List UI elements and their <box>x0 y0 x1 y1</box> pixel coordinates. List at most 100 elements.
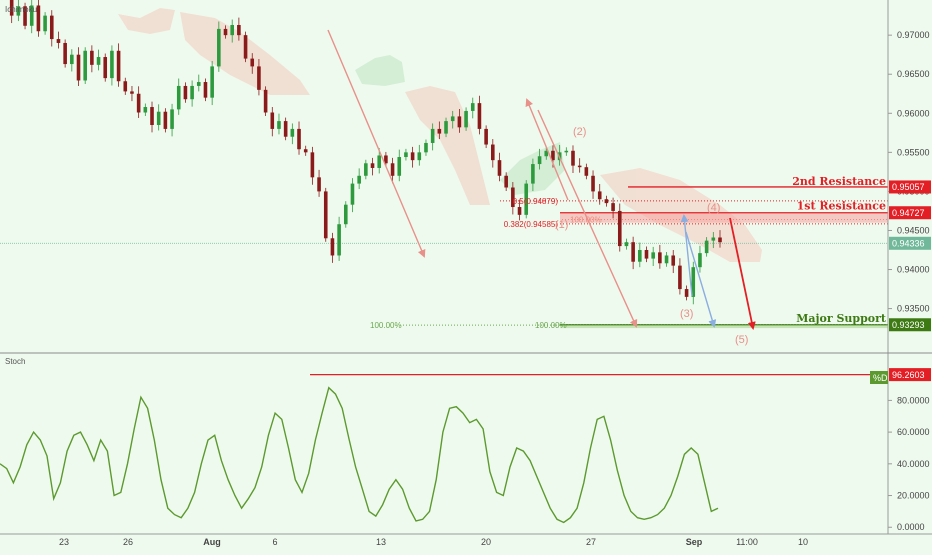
stoch-tick-label: 60.0000 <box>897 427 930 437</box>
candle-body <box>303 149 308 153</box>
fib-100-label-c: 100.00% <box>535 321 567 330</box>
candle-body <box>9 0 14 16</box>
candle-body <box>497 160 502 176</box>
fib-05-label: 0.5(0.94879) <box>513 197 559 206</box>
candle-body <box>684 289 689 297</box>
candle-body <box>237 25 241 36</box>
candle-body <box>597 191 602 200</box>
candle-body <box>49 15 54 40</box>
candle-body <box>130 91 134 94</box>
candle-body <box>317 177 321 192</box>
stoch-indicator-label: Stoch <box>5 357 25 366</box>
price-tick-label: 0.93500 <box>897 304 930 314</box>
candle-body <box>370 163 375 168</box>
candle-body <box>310 152 315 178</box>
candle-body <box>644 250 649 259</box>
candle-body <box>183 85 188 100</box>
candle-body <box>136 93 141 113</box>
candle-body <box>83 50 87 81</box>
candle-body <box>156 111 161 125</box>
candle-body <box>430 128 435 143</box>
arrow-forecast <box>729 217 756 330</box>
candle-body <box>658 252 662 264</box>
candle-body <box>337 224 341 256</box>
candle-body <box>651 252 655 259</box>
arrow-impulse-2 <box>537 109 638 328</box>
candle-body <box>357 175 361 184</box>
wave-label-5: (5) <box>735 334 748 346</box>
resistance-2-label: 2nd Resistance <box>792 175 886 188</box>
time-tick-label: 26 <box>123 537 133 547</box>
stoch-high-tag: 96.2603 <box>889 368 931 382</box>
candle-body <box>16 6 21 16</box>
candle-body <box>551 150 555 161</box>
candle-body <box>617 210 622 247</box>
candle-body <box>123 81 128 92</box>
candle-body <box>491 144 495 161</box>
candle-body <box>424 142 428 153</box>
candle-body <box>718 237 722 243</box>
time-tick-label: 10 <box>798 537 808 547</box>
candle-body <box>56 39 61 43</box>
candle-body <box>150 107 154 125</box>
candle-body <box>350 183 355 205</box>
cloud-bearish-3 <box>405 86 490 205</box>
wave-label-1: (1) <box>555 219 568 231</box>
candle-body <box>517 207 522 215</box>
candle-body <box>437 128 442 134</box>
candle-body <box>243 35 248 59</box>
svg-text:0.94727: 0.94727 <box>892 208 925 218</box>
candle-body <box>484 128 488 145</box>
arrow-blue-up <box>680 214 693 297</box>
stoch-tick-label: 40.0000 <box>897 459 930 469</box>
stoch-tick-label: 0.0000 <box>897 522 925 532</box>
candle-body <box>624 242 629 247</box>
candle-body <box>143 107 148 113</box>
candle-body <box>176 85 181 110</box>
candle-body <box>170 109 174 129</box>
candle-body <box>691 267 696 297</box>
candle-body <box>343 204 348 225</box>
fib-100-label-b: 100.00% <box>370 321 402 330</box>
time-tick-label: Aug <box>203 537 221 547</box>
candle-body <box>404 152 408 158</box>
candle-body <box>23 6 27 26</box>
price-indicator-label: Ichimoku <box>5 5 37 14</box>
candle-body <box>96 57 101 65</box>
time-tick-label: 6 <box>272 537 277 547</box>
candle-body <box>384 155 388 164</box>
candle-body <box>270 112 275 129</box>
candle-body <box>678 265 682 290</box>
time-tick-label: 23 <box>59 537 69 547</box>
cloud-bearish-2 <box>118 8 175 34</box>
time-tick-label: 13 <box>376 537 386 547</box>
candle-body <box>704 240 709 254</box>
candle-body <box>604 199 609 204</box>
arrow-retrace <box>525 98 569 201</box>
stoch-axis: 80.0000 60.0000 40.0000 20.0000 0.0000 <box>888 395 930 532</box>
time-tick-label: 11:00 <box>736 537 758 547</box>
fib-0382-label: 0.382(0.94585) <box>504 220 559 229</box>
candle-body <box>611 203 615 211</box>
time-tick-label: 20 <box>481 537 491 547</box>
stoch-d-line <box>0 386 719 524</box>
wave-label-4: (4) <box>707 202 720 214</box>
candle-body <box>571 150 575 166</box>
candle-body <box>470 103 475 111</box>
arrow-impulse-1 <box>327 29 426 258</box>
candle-body <box>457 116 462 128</box>
candle-body <box>577 165 582 168</box>
candle-body <box>638 250 642 262</box>
stoch-legend-tag: %D <box>870 371 888 384</box>
stoch-tick-label: 20.0000 <box>897 491 930 501</box>
candle-body <box>377 155 382 168</box>
time-axis: 23 26 Aug 6 13 20 27 Sep 11:00 10 <box>59 537 808 547</box>
price-tick-label: 0.94000 <box>897 265 930 275</box>
price-tick-label: 0.96000 <box>897 108 930 118</box>
candle-body <box>531 164 535 184</box>
price-tag-res1: 0.94727 <box>889 206 931 220</box>
support-zone <box>560 324 888 329</box>
price-tag-current: 0.94336 <box>889 236 931 250</box>
